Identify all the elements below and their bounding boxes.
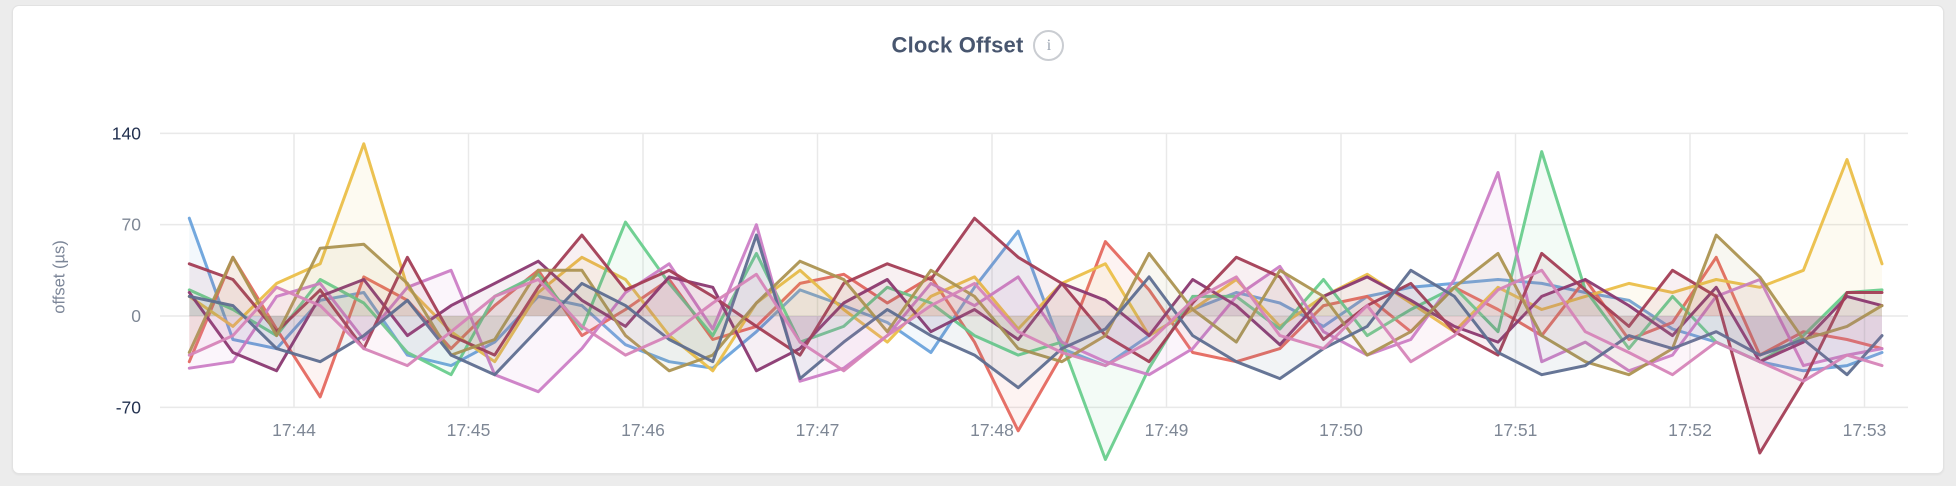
x-tick-label: 17:51 <box>1494 420 1538 440</box>
x-tick-label: 17:50 <box>1319 420 1363 440</box>
x-tick-label: 17:47 <box>796 420 840 440</box>
series-area-series-7 <box>189 218 1882 453</box>
chart-header: Clock Offset i <box>0 30 1956 61</box>
x-tick-label: 17:52 <box>1668 420 1712 440</box>
x-tick-label: 17:49 <box>1145 420 1189 440</box>
series-area-series-10 <box>189 270 1882 382</box>
x-tick-label: 17:45 <box>447 420 491 440</box>
series-line-series-9 <box>187 233 1884 390</box>
series-line-series-7 <box>187 216 1884 455</box>
info-icon[interactable]: i <box>1033 30 1065 61</box>
y-tick-label: 70 <box>122 215 142 235</box>
series-line-series-4 <box>187 150 1884 461</box>
series-area-series-9 <box>189 235 1882 388</box>
chart-card <box>12 5 1944 474</box>
series-area-series-8 <box>189 235 1882 375</box>
y-tick-label: -70 <box>116 397 142 417</box>
y-axis-label: offset (µs) <box>50 240 69 314</box>
info-icon-glyph: i <box>1046 36 1052 54</box>
series-line-series-8 <box>187 233 1884 377</box>
x-tick-label: 17:46 <box>621 420 665 440</box>
series-line-series-10 <box>187 268 1884 383</box>
chart-title: Clock Offset <box>891 32 1024 58</box>
x-tick-label: 17:44 <box>272 420 316 440</box>
x-tick-label: 17:48 <box>970 420 1014 440</box>
series-area-series-2 <box>189 241 1882 431</box>
y-tick-label: 0 <box>131 306 141 326</box>
y-tick-label: 140 <box>112 123 141 143</box>
x-tick-label: 17:53 <box>1843 420 1887 440</box>
series-line-series-1 <box>187 216 1884 373</box>
series-line-series-6 <box>187 259 1884 373</box>
